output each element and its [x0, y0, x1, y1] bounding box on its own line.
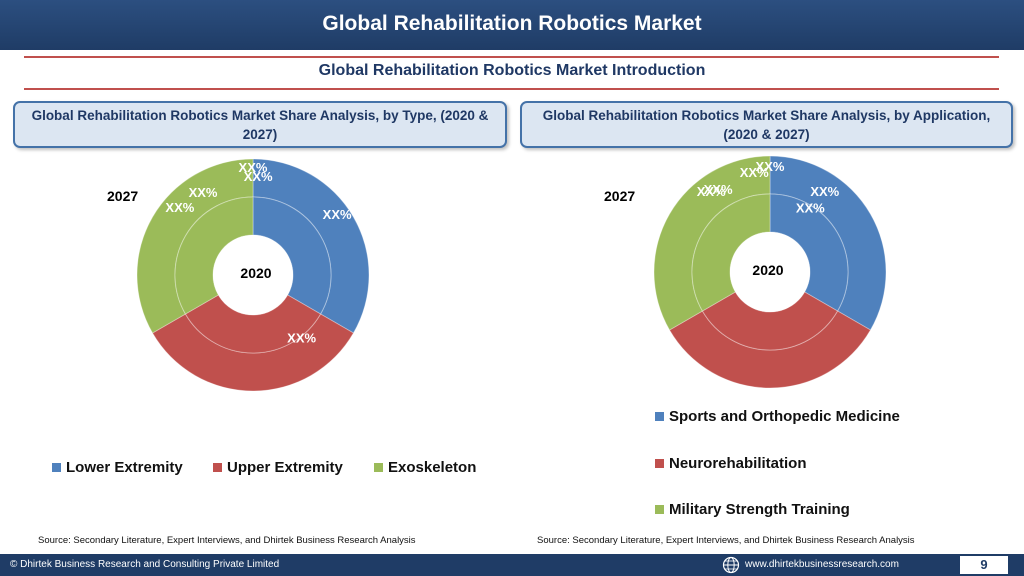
left-source-note: Source: Secondary Literature, Expert Int… [38, 535, 416, 546]
legend-swatch [213, 463, 222, 472]
legend-item-neurorehabilitation: Neurorehabilitation [655, 455, 807, 472]
outer-ring-percent-label-0: XX% [287, 330, 316, 345]
outer-ring-year-label: 2027 [604, 188, 635, 204]
slide-title: Global Rehabilitation Robotics Market [322, 12, 702, 35]
legend-swatch [52, 463, 61, 472]
outer-ring-percent-label-2: XX% [165, 200, 194, 215]
inner-ring-year-label: 2020 [752, 262, 783, 278]
legend-item-upper-extremity: Upper Extremity [213, 459, 343, 476]
outer-ring-percent-label-1: XX% [323, 207, 352, 222]
legend-swatch [374, 463, 383, 472]
globe-icon [722, 556, 740, 574]
slide-title-bar: Global Rehabilitation Robotics Market [0, 0, 1024, 50]
legend-item-exoskeleton: Exoskeleton [374, 459, 476, 476]
page-number: 9 [960, 556, 1008, 574]
inner-ring-percent-label-2: XX% [704, 182, 733, 197]
left-panel-title: Global Rehabilitation Robotics Market Sh… [13, 101, 507, 148]
legend-swatch [655, 505, 664, 514]
legend-item-lower-extremity: Lower Extremity [52, 459, 183, 476]
inner-ring-year-label: 2020 [240, 265, 271, 281]
inner-ring-percent-label-1: XX% [756, 159, 785, 174]
outer-ring-percent-label-0: XX% [796, 201, 825, 216]
inner-ring-percent-label-0: XX% [244, 169, 273, 184]
divider-bottom [24, 88, 999, 90]
footer-website-link[interactable]: www.dhirtekbusinessresearch.com [745, 559, 899, 570]
inner-ring-percent-label-0: XX% [810, 184, 839, 199]
legend-swatch [655, 412, 664, 421]
application-donut-chart: 2027 2020 XX%XX%XX% XX%XX%XX% [604, 155, 887, 389]
outer-ring-percent-label-1: XX% [740, 165, 769, 180]
outer-ring-year-label: 2027 [107, 188, 138, 204]
right-source-note: Source: Secondary Literature, Expert Int… [537, 535, 915, 546]
donut-hole [730, 232, 810, 312]
donut-hole [213, 235, 293, 315]
legend-item-sports-orthopedic: Sports and Orthopedic Medicine [655, 408, 900, 425]
footer-copyright: © Dhirtek Business Research and Consulti… [10, 559, 280, 570]
divider-top [24, 56, 999, 58]
inner-ring-percent-label-2: XX% [189, 185, 218, 200]
section-subtitle: Global Rehabilitation Robotics Market In… [318, 62, 706, 79]
outer-ring-percent-label-2: XX% [697, 184, 726, 199]
legend-item-military-strength: Military Strength Training [655, 501, 850, 518]
footer-bar: © Dhirtek Business Research and Consulti… [0, 554, 1024, 576]
right-panel-title: Global Rehabilitation Robotics Market Sh… [520, 101, 1013, 148]
type-donut-chart: 2027 2020 XX%XX%XX%XX%XX%XX% [107, 158, 370, 392]
legend-swatch [655, 459, 664, 468]
inner-ring-percent-label-1: XX% [239, 160, 268, 175]
